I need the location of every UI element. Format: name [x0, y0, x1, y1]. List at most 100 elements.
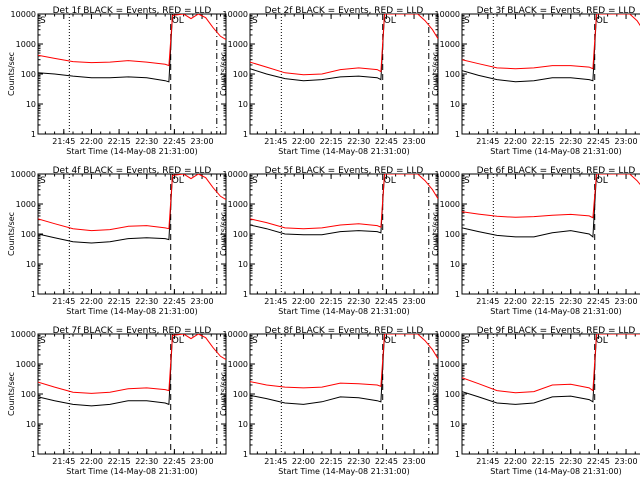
x-tick-label: 22:45	[375, 297, 398, 306]
x-tick-label: 22:15	[108, 457, 131, 466]
x-tick-label: 22:00	[292, 137, 315, 146]
x-tick-label: 22:30	[347, 297, 370, 306]
axes-frame	[461, 333, 640, 455]
y-tick-label: 10000	[223, 10, 248, 19]
x-axis-label: Start Time (14-May-08 21:31:00)	[490, 467, 621, 476]
marker-label-ol: OL	[384, 176, 396, 186]
x-tick-label: 21:45	[52, 457, 75, 466]
x-tick-label: 22:45	[163, 137, 186, 146]
x-tick-label: 22:00	[504, 297, 527, 306]
x-tick-label: 22:15	[532, 137, 555, 146]
events-series-line	[38, 174, 226, 244]
y-axis-label: Counts/sec	[219, 372, 228, 416]
y-tick-label: 1000	[228, 360, 248, 369]
marker-label-s: S	[40, 16, 46, 26]
y-tick-label: 1000	[16, 40, 36, 49]
x-tick-label: 21:45	[476, 457, 499, 466]
panel-title: Det 1f BLACK = Events, RED = LLD	[53, 6, 212, 16]
y-tick-label: 10000	[435, 330, 460, 339]
y-axis-label: Counts/sec	[7, 372, 16, 416]
x-tick-label: 22:15	[532, 457, 555, 466]
x-tick-label: 23:00	[403, 137, 426, 146]
x-tick-label: 22:30	[559, 297, 582, 306]
x-tick-label: 21:45	[476, 297, 499, 306]
x-tick-label: 23:00	[403, 457, 426, 466]
marker-label-s: S	[464, 16, 470, 26]
x-tick-label: 22:15	[320, 297, 343, 306]
y-axis-label: Counts/sec	[7, 212, 16, 256]
marker-label-s: S	[252, 336, 258, 346]
marker-label-ol: OL	[596, 16, 608, 26]
y-tick-label: 100	[445, 70, 460, 79]
x-tick-label: 21:45	[264, 457, 287, 466]
x-tick-label: 23:00	[191, 297, 214, 306]
panel-title: Det 7f BLACK = Events, RED = LLD	[53, 326, 212, 336]
y-tick-label: 1	[31, 450, 36, 459]
marker-label-ol: OL	[384, 16, 396, 26]
x-tick-label: 21:45	[264, 137, 287, 146]
y-tick-label: 100	[21, 390, 36, 399]
chart-panel: Det 4f BLACK = Events, RED = LLD 1 10 100 10…	[7, 166, 227, 316]
x-tick-label: 22:30	[135, 297, 158, 306]
y-tick-label: 100	[233, 390, 248, 399]
x-tick-label: 23:00	[191, 457, 214, 466]
y-axis-label: Counts/sec	[7, 52, 16, 96]
y-tick-label: 1000	[228, 40, 248, 49]
y-tick-label: 10	[26, 260, 36, 269]
y-axis-label: Counts/sec	[219, 212, 228, 256]
x-tick-label: 22:00	[292, 457, 315, 466]
y-tick-label: 1000	[440, 360, 460, 369]
lld-series-line	[250, 334, 438, 389]
y-tick-label: 100	[445, 390, 460, 399]
y-tick-label: 100	[233, 230, 248, 239]
y-tick-label: 1000	[16, 200, 36, 209]
y-tick-label: 10	[450, 260, 460, 269]
axes-frame	[249, 333, 439, 455]
x-axis-label: Start Time (14-May-08 21:31:00)	[490, 307, 621, 316]
x-tick-label: 22:00	[80, 297, 103, 306]
y-tick-label: 10	[450, 420, 460, 429]
events-series-line	[250, 174, 438, 236]
chart-panel: Det 6f BLACK = Events, RED = LLD 1 10 100 10…	[431, 166, 640, 316]
y-tick-label: 10000	[11, 170, 36, 179]
marker-label-ol: OL	[172, 336, 184, 346]
x-tick-label: 21:45	[52, 137, 75, 146]
x-tick-label: 22:30	[135, 457, 158, 466]
x-tick-label: 21:45	[52, 297, 75, 306]
marker-label-ol: OL	[172, 176, 184, 186]
x-tick-label: 22:45	[375, 457, 398, 466]
x-tick-label: 22:15	[108, 137, 131, 146]
marker-label-s: S	[252, 16, 258, 26]
y-tick-label: 1000	[16, 360, 36, 369]
y-tick-label: 1	[243, 290, 248, 299]
chart-panel: Det 8f BLACK = Events, RED = LLD 1 10 100 10…	[219, 326, 439, 476]
marker-label-ol: OL	[384, 336, 396, 346]
x-axis-label: Start Time (14-May-08 21:31:00)	[66, 307, 197, 316]
chart-panel: Det 1f BLACK = Events, RED = LLD 1 10 100 10…	[7, 6, 227, 156]
panel-title: Det 9f BLACK = Events, RED = LLD	[477, 326, 636, 336]
axes-frame	[37, 333, 227, 455]
x-tick-label: 22:15	[320, 137, 343, 146]
x-tick-label: 22:45	[163, 297, 186, 306]
x-tick-label: 23:00	[191, 137, 214, 146]
x-axis-label: Start Time (14-May-08 21:31:00)	[278, 467, 409, 476]
marker-label-s: S	[40, 336, 46, 346]
y-tick-label: 10000	[223, 330, 248, 339]
chart-panel: Det 5f BLACK = Events, RED = LLD 1 10 100 10…	[219, 166, 439, 316]
y-tick-label: 10	[238, 260, 248, 269]
marker-label-ol: OL	[596, 336, 608, 346]
panel-title: Det 6f BLACK = Events, RED = LLD	[477, 166, 636, 176]
x-tick-label: 22:30	[347, 457, 370, 466]
y-tick-label: 10000	[435, 170, 460, 179]
x-tick-label: 22:15	[320, 457, 343, 466]
lld-series-line	[462, 334, 640, 394]
x-tick-label: 22:45	[587, 297, 610, 306]
x-tick-label: 22:30	[559, 137, 582, 146]
axes-frame	[461, 13, 640, 135]
chart-panel: Det 2f BLACK = Events, RED = LLD 1 10 100 10…	[219, 6, 439, 156]
y-tick-label: 1000	[228, 200, 248, 209]
x-tick-label: 22:00	[80, 137, 103, 146]
y-tick-label: 10	[238, 420, 248, 429]
